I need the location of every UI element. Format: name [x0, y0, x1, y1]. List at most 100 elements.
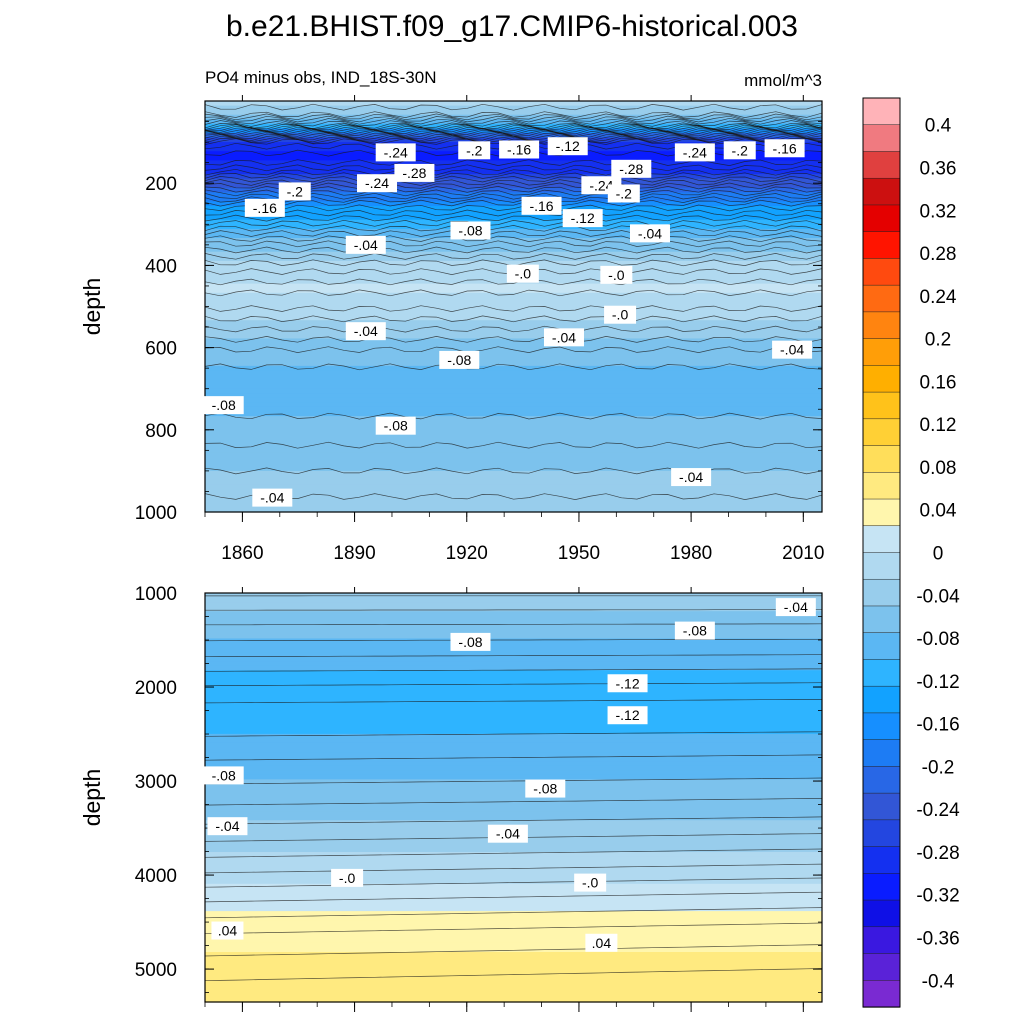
field-strip [205, 598, 822, 603]
field-strip [205, 807, 822, 812]
contour-label: -.04 [346, 322, 386, 340]
contour-label-text: -.12 [571, 210, 595, 226]
contour-label: -.16 [245, 199, 285, 217]
contour-label: -.08 [439, 351, 479, 369]
contour-label-text: -.24 [683, 144, 707, 160]
field-strip [205, 702, 822, 707]
field-strip [205, 643, 822, 648]
contour-label-text: -.08 [384, 418, 408, 434]
contour-label-text: -.04 [496, 826, 520, 842]
contour-label-text: -.12 [615, 707, 639, 723]
field-strip [205, 957, 822, 962]
contour-label-text: -.0 [612, 307, 629, 323]
contour-label: -.08 [675, 622, 715, 640]
field-strip [205, 811, 822, 816]
colorbar-swatch [863, 258, 900, 285]
field-strip [205, 311, 822, 316]
field-strip [205, 448, 822, 453]
field-strip [205, 938, 822, 943]
field-strip [205, 457, 822, 462]
contour-label: -.04 [346, 236, 386, 254]
field-strip [205, 412, 822, 417]
field-strip [205, 984, 822, 989]
y-tick-label: 1000 [135, 584, 177, 605]
colorbar: 0.40.360.320.280.240.20.160.120.080.040-… [863, 98, 960, 1007]
colorbar-label: 0.16 [920, 372, 957, 393]
colorbar-swatch [863, 793, 900, 820]
contour-label-text: -.0 [582, 875, 599, 891]
contour-label: -.04 [671, 468, 711, 486]
colorbar-label: -0.2 [922, 757, 955, 778]
field-strip [205, 402, 822, 407]
field-strip [205, 629, 822, 634]
y-tick-label: 2000 [135, 678, 177, 699]
colorbar-swatch [863, 766, 900, 793]
contour-label: -.04 [630, 224, 670, 242]
colorbar-swatch [863, 927, 900, 954]
field-strip [205, 238, 822, 243]
colorbar-label: 0.12 [920, 415, 957, 436]
contour-label-text: -.24 [384, 144, 408, 160]
field-strip [205, 843, 822, 848]
contour-label-text: -.2 [732, 142, 749, 158]
field-strip [205, 943, 822, 948]
contour-label: -.28 [394, 164, 434, 182]
contour-label-text: -.08 [212, 397, 236, 413]
y-tick-label: 200 [145, 174, 177, 195]
contour-label: -.08 [450, 633, 490, 651]
contour-label: -.04 [488, 825, 528, 843]
colorbar-label: -0.04 [916, 586, 960, 607]
colorbar-swatch [863, 713, 900, 740]
field-strip [205, 393, 822, 398]
field-strip [205, 407, 822, 412]
field-strip [205, 857, 822, 862]
colorbar-swatch [863, 740, 900, 767]
field-strip [205, 375, 822, 380]
contour-label: -.08 [204, 396, 244, 414]
field-strip [205, 634, 822, 639]
field-strip [205, 988, 822, 993]
field-strip [205, 489, 822, 494]
colorbar-swatch [863, 232, 900, 259]
colorbar-label: -0.24 [916, 800, 960, 821]
colorbar-swatch [863, 900, 900, 927]
field-strip [205, 211, 822, 216]
colorbar-label: 0.28 [920, 244, 957, 265]
field-strip [205, 793, 822, 798]
contour-label-text: -.08 [533, 781, 557, 797]
field-strip [205, 720, 822, 725]
colorbar-label: -0.08 [916, 629, 959, 650]
colorbar-swatch [863, 446, 900, 473]
field-strip [205, 503, 822, 508]
contour-label-text: -.04 [784, 599, 808, 615]
field-bottom [205, 593, 822, 1003]
colorbar-swatch [863, 847, 900, 874]
field-strip [205, 788, 822, 793]
field-strip [205, 302, 822, 307]
field-strip [205, 325, 822, 330]
field-strip [205, 711, 822, 716]
colorbar-swatch [863, 125, 900, 152]
field-strip [205, 770, 822, 775]
colorbar-label: -0.12 [916, 672, 959, 693]
field-strip [205, 657, 822, 662]
colorbar-label: 0 [933, 544, 944, 565]
field-strip [205, 357, 822, 362]
colorbar-label: 0.2 [925, 330, 951, 351]
field-strip [205, 430, 822, 435]
colorbar-swatch [863, 606, 900, 633]
colorbar-swatch [863, 392, 900, 419]
field-strip [205, 494, 822, 499]
colorbar-swatch [863, 686, 900, 713]
colorbar-swatch [863, 472, 900, 499]
contour-label-text: -.04 [638, 225, 662, 241]
field-strip [205, 693, 822, 698]
contour-label: -.0 [604, 306, 636, 324]
figure-title: b.e21.BHIST.f09_g17.CMIP6-historical.003 [226, 10, 798, 43]
contour-label-text: -.2 [287, 183, 304, 199]
field-strip [205, 993, 822, 998]
colorbar-swatch [863, 873, 900, 900]
colorbar-label: -0.32 [916, 886, 959, 907]
panel-bottom: 10002000300040005000depth-.04-.08-.08-.1… [79, 584, 822, 1012]
